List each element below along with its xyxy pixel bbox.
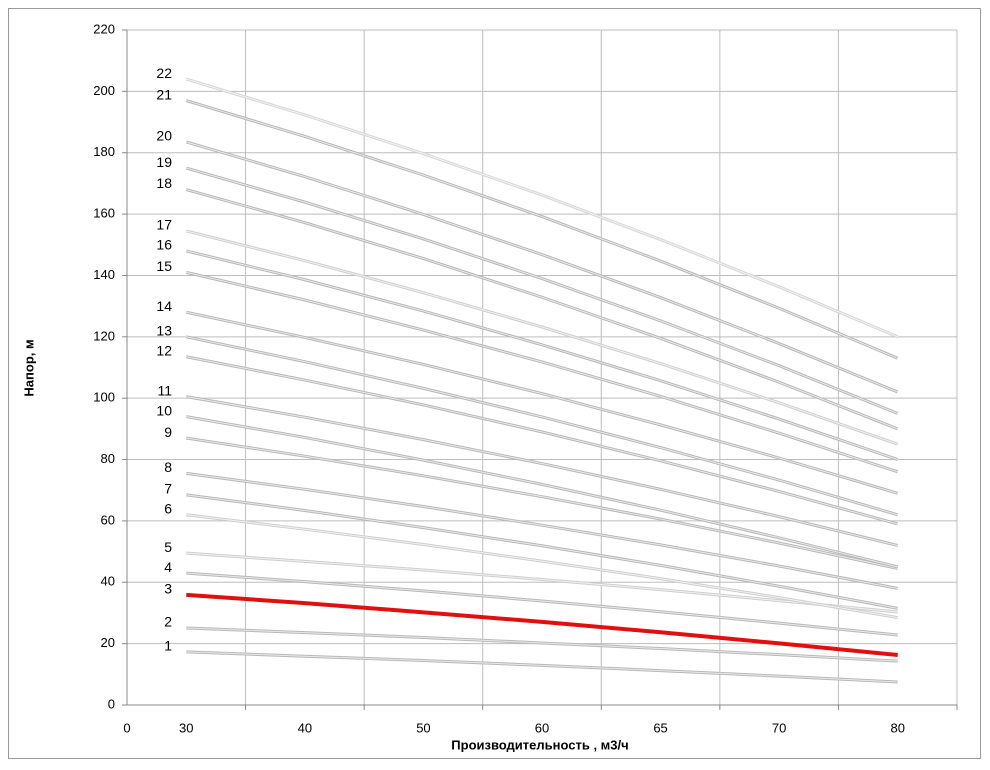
x-tick-label: 70 (772, 720, 786, 735)
series-label: 20 (156, 128, 172, 144)
chart-frame (8, 8, 981, 759)
series-label: 16 (156, 237, 172, 253)
y-tick-label: 220 (93, 21, 115, 36)
series-label: 12 (156, 342, 172, 358)
series-line-core (186, 250, 898, 461)
x-tick-label: 65 (653, 720, 667, 735)
x-tick-label: 50 (416, 720, 430, 735)
series-line-core (186, 141, 898, 393)
series-line-core (186, 189, 898, 430)
x-axis-title: Производительность , м3/ч (451, 737, 628, 752)
lines (185, 77, 899, 684)
y-tick-label: 180 (93, 144, 115, 159)
series-line-core (186, 100, 898, 359)
series-line-core (186, 651, 898, 683)
series-label: 11 (157, 382, 172, 398)
y-axis-title: Напор, м (21, 339, 36, 396)
series-line-core (186, 514, 898, 619)
series-label: 7 (164, 481, 172, 497)
series-label: 4 (164, 559, 172, 575)
y-tick-label: 40 (101, 574, 115, 589)
series-line-core (186, 336, 898, 516)
series-label: 6 (164, 500, 172, 516)
series-line-core (186, 396, 898, 546)
series-label: 14 (156, 298, 172, 314)
y-tick-label: 140 (93, 267, 115, 282)
series-label: 13 (156, 323, 172, 339)
series-line-core (186, 437, 898, 569)
series-line-core (186, 78, 898, 338)
y-tick-label: 80 (101, 451, 115, 466)
series-line-core (186, 271, 898, 473)
series-label: 3 (164, 581, 172, 597)
series-label: 1 (164, 638, 172, 654)
y-tick-label: 200 (93, 83, 115, 98)
series-line-core (186, 472, 898, 589)
y-tick-label: 160 (93, 206, 115, 221)
series-line-core (186, 311, 898, 494)
series-label: 10 (156, 402, 172, 418)
x-origin-label: 0 (123, 720, 130, 735)
series-line-core (186, 572, 898, 636)
series-line (186, 592, 898, 657)
series-line-core (186, 356, 898, 525)
x-tick-label: 40 (298, 720, 312, 735)
x-tick-label: 60 (535, 720, 549, 735)
series-label: 22 (156, 65, 172, 81)
series-label: 17 (156, 217, 172, 233)
y-tick-label: 0 (108, 696, 115, 711)
y-tick-label: 20 (101, 635, 115, 650)
series-label: 8 (164, 459, 172, 475)
series-label: 19 (156, 154, 172, 170)
y-tick-label: 60 (101, 512, 115, 527)
series-label: 5 (164, 539, 172, 555)
y-tick-label: 100 (93, 390, 115, 405)
series-line-core (186, 416, 898, 568)
series-line-core (186, 167, 898, 414)
series-line-core (186, 494, 898, 609)
series-label: 15 (156, 258, 172, 274)
series-line-core (186, 552, 898, 613)
series-label: 18 (156, 175, 172, 191)
series-line-core (186, 627, 898, 662)
x-tick-label: 30 (179, 720, 193, 735)
x-tick-label: 80 (890, 720, 904, 735)
series-label: 2 (164, 614, 172, 630)
series-label: 21 (156, 86, 172, 102)
series-line-core (186, 230, 898, 445)
y-tick-label: 120 (93, 328, 115, 343)
series-label: 9 (164, 424, 172, 440)
